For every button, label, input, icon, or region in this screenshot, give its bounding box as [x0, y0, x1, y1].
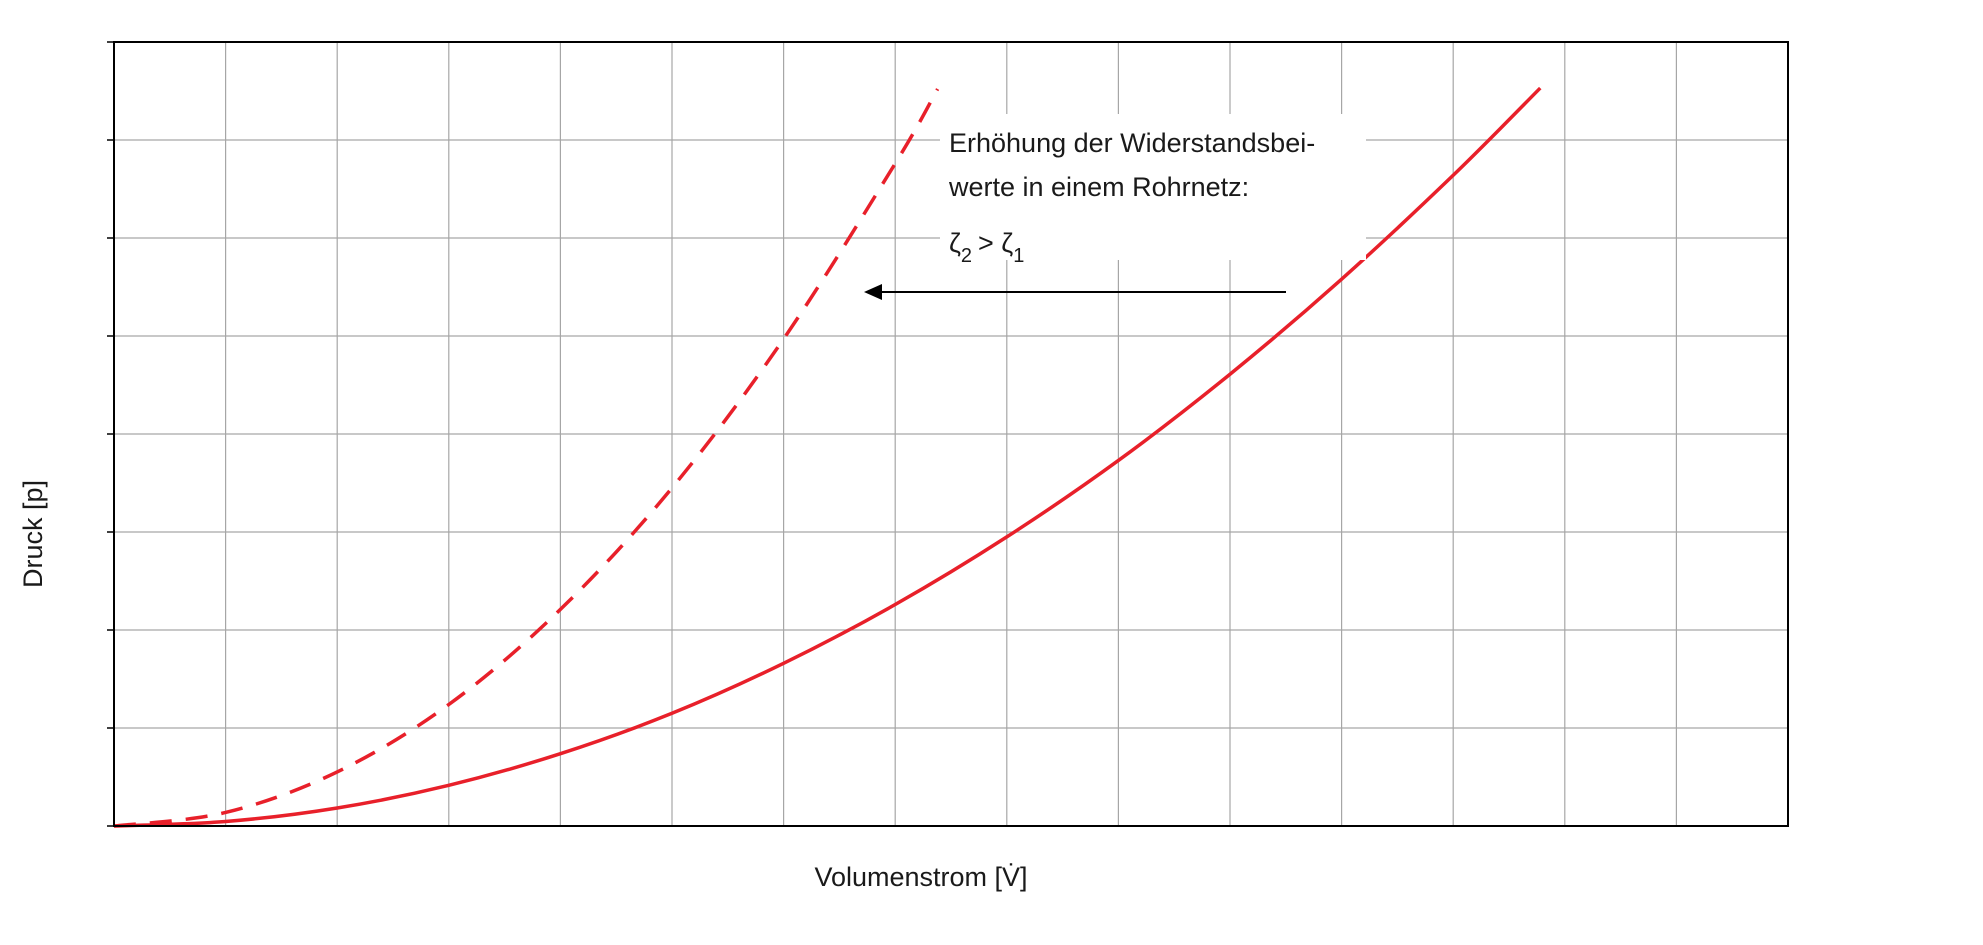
x-axis-label: Volumenstrom [V̇] — [814, 862, 1027, 892]
solid-curve — [113, 86, 1542, 828]
subscript: 2 — [961, 245, 972, 267]
annotation-line: Erhöhung der Widerstandsbei- — [949, 128, 1315, 158]
dashed-curve — [113, 88, 940, 828]
subscript: 1 — [1013, 245, 1024, 267]
annotation-background — [940, 114, 1366, 260]
annotation-formula: ζ2 > ζ1 — [949, 228, 1024, 267]
plot-frame — [113, 41, 1789, 827]
symbol: ζ — [949, 228, 961, 258]
symbol: > ζ — [978, 228, 1013, 258]
annotation-line: werte in einem Rohrnetz: — [948, 172, 1249, 202]
curves — [113, 86, 1542, 828]
arrow-head — [864, 284, 882, 300]
y-axis-label: Druck [p] — [18, 480, 48, 588]
